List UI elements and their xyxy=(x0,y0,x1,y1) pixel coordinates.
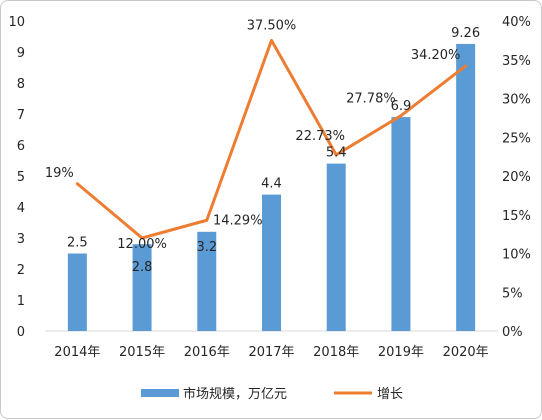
data-labels: 2.5 2.8 3.2 4.4 5.4 6.9 9.26 19% 12.00% 14.29% 37.… xyxy=(45,18,480,275)
y-left-tick-label: 9 xyxy=(17,46,25,61)
bar xyxy=(132,244,152,331)
y-left-tick-label: 7 xyxy=(17,108,25,123)
legend-swatch-bar xyxy=(141,389,179,397)
legend: 市场规模，万亿元 增长 xyxy=(141,386,403,402)
x-tick-label: 2018年 xyxy=(313,345,359,360)
bar xyxy=(197,231,217,331)
bar-data-label: 4.4 xyxy=(261,177,282,192)
bar-data-label: 6.9 xyxy=(391,99,412,114)
y-right-tick-label: 40% xyxy=(502,15,531,30)
bar-data-label: 3.2 xyxy=(196,240,217,255)
x-tick-label: 2015年 xyxy=(119,345,165,360)
y-right-tick-label: 25% xyxy=(502,131,531,146)
line-data-label: 22.73% xyxy=(295,129,345,144)
y-right-tick-label: 5% xyxy=(502,286,523,301)
bar-series xyxy=(67,43,476,331)
legend-label-bar: 市场规模，万亿元 xyxy=(183,386,287,402)
legend-label-line: 增长 xyxy=(377,387,403,402)
line-data-label: 12.00% xyxy=(117,237,167,252)
x-tick-label: 2017年 xyxy=(248,345,294,360)
y-left-tick-label: 3 xyxy=(17,232,25,247)
y-right-tick-label: 35% xyxy=(502,54,531,69)
bar xyxy=(456,43,476,331)
x-tick-label: 2020年 xyxy=(443,345,489,360)
line-data-label: 37.50% xyxy=(247,18,297,33)
line-data-label: 34.20% xyxy=(411,48,461,63)
x-tick-label: 2019年 xyxy=(378,345,424,360)
y-left-tick-label: 4 xyxy=(17,201,25,216)
y-left-tick-label: 0 xyxy=(17,325,25,340)
y-left-tick-label: 10 xyxy=(8,15,25,30)
bar-data-label: 9.26 xyxy=(451,26,480,41)
y-right-tick-label: 30% xyxy=(502,93,531,108)
y-left-tick-label: 2 xyxy=(17,263,25,278)
bar xyxy=(391,117,411,331)
y-right-tick-label: 0% xyxy=(502,325,523,340)
y-left-tick-label: 8 xyxy=(17,77,25,92)
y-left-tick-label: 6 xyxy=(17,139,25,154)
line-data-label: 19% xyxy=(45,166,74,181)
x-tick-label: 2014年 xyxy=(54,345,100,360)
y-right-tick-label: 15% xyxy=(502,209,531,224)
x-tick-label: 2016年 xyxy=(184,345,230,360)
line-data-label: 27.78% xyxy=(346,92,396,107)
axes: 0 1 2 3 4 5 6 7 8 9 10 0% 5% 10% 15% 20% 25% 30% 35% 40% 201… xyxy=(8,15,530,360)
bar-data-label: 5.4 xyxy=(326,146,347,161)
bar xyxy=(67,253,87,331)
y-right-tick-label: 10% xyxy=(502,248,531,263)
line-data-label: 14.29% xyxy=(213,213,263,228)
bar-data-label: 2.8 xyxy=(132,260,153,275)
bar xyxy=(326,163,346,331)
y-left-tick-label: 1 xyxy=(17,294,25,309)
growth-line xyxy=(75,38,468,240)
bar-data-label: 2.5 xyxy=(67,236,88,251)
y-right-tick-label: 20% xyxy=(502,170,531,185)
y-left-tick-label: 5 xyxy=(17,170,25,185)
bar xyxy=(262,194,281,331)
line-series xyxy=(75,38,468,240)
